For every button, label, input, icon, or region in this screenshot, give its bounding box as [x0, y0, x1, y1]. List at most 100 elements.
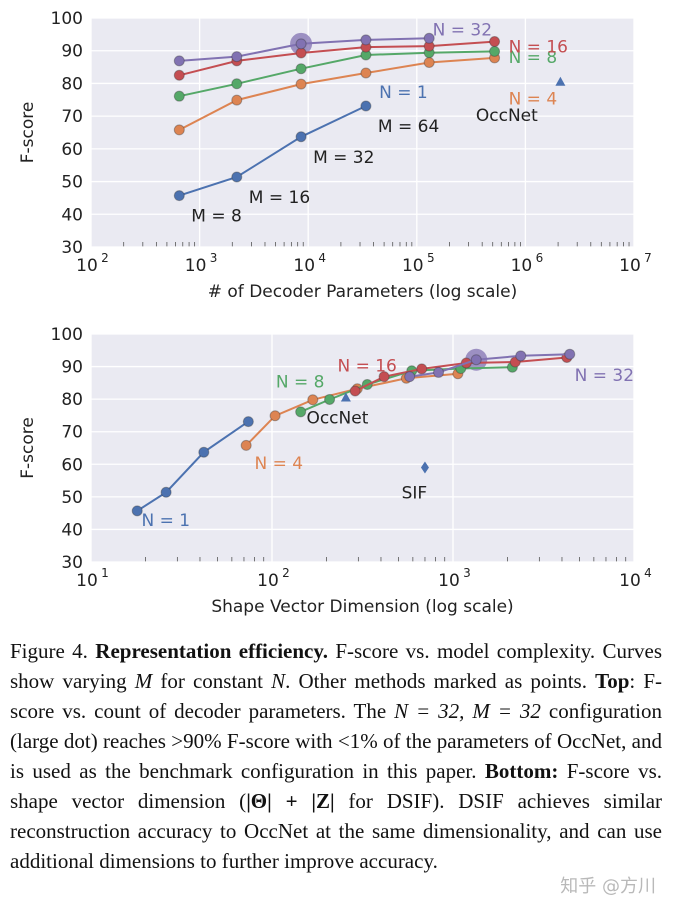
series-label: N = 16: [509, 37, 568, 57]
data-point: [360, 67, 372, 79]
method-point-occnet: [340, 392, 351, 402]
caption-bottom-text: F-score vs. shape vector dimension (: [10, 759, 662, 813]
x-tick-exponent: 3: [210, 251, 218, 265]
x-tick-label: 10: [76, 571, 98, 591]
y-tick-label: 50: [61, 488, 83, 508]
y-tick-label: 100: [51, 325, 83, 345]
data-point: [349, 385, 361, 397]
data-point: [295, 78, 307, 90]
x-tick-exponent: 7: [644, 251, 652, 265]
series-n-32: N = 32: [173, 21, 492, 67]
data-point: [231, 171, 243, 183]
m-value-label: M = 16: [249, 188, 310, 208]
caption-figure-label: Figure 4.: [10, 639, 88, 663]
series-line: [300, 366, 513, 413]
x-tick-label: 10: [257, 571, 279, 591]
data-point: [173, 124, 185, 136]
caption-config-expr: N = 32, M = 32: [394, 699, 541, 723]
data-point: [307, 394, 319, 406]
x-axis-label: # of Decoder Parameters (log scale): [208, 282, 517, 302]
caption-var-m: M: [134, 669, 153, 693]
caption-top-text: : F-score vs. count of decoder parameter…: [10, 669, 663, 723]
y-tick-label: 100: [51, 9, 83, 29]
y-axis-label: F-score: [18, 102, 38, 164]
caption-intro: F-score vs. model complexity. Curves sho…: [10, 639, 663, 693]
data-point: [295, 47, 307, 59]
y-tick-label: 80: [61, 390, 83, 410]
series-n-4: N = 4: [173, 52, 558, 136]
x-tick-exponent: 3: [463, 566, 471, 580]
x-tick-label: 10: [293, 256, 315, 276]
data-point: [131, 505, 143, 517]
data-point: [173, 55, 185, 67]
plot-area: [91, 334, 634, 562]
series-n-8: N = 8: [173, 45, 558, 102]
data-point: [295, 131, 307, 143]
data-point: [242, 416, 254, 428]
data-point: [423, 32, 435, 44]
series-line: [136, 420, 249, 512]
series-label: N = 4: [254, 454, 303, 474]
x-tick-exponent: 5: [427, 251, 435, 265]
x-tick-exponent: 1: [101, 566, 109, 580]
y-tick-label: 30: [61, 238, 83, 258]
x-tick-label: 10: [619, 571, 641, 591]
data-point: [470, 354, 482, 366]
caption-dim-expr: |Θ| + |Z|: [246, 789, 335, 813]
x-tick-label: 10: [402, 256, 424, 276]
method-point-occnet: [555, 76, 566, 86]
y-tick-label: 70: [61, 423, 83, 443]
y-tick-label: 40: [61, 520, 83, 540]
grid-lines: [90, 333, 635, 563]
watermark: 知乎 @方川: [560, 876, 656, 897]
caption-var-n: N: [271, 669, 286, 693]
data-point: [173, 190, 185, 202]
series-label: N = 16: [337, 356, 396, 376]
x-tick-exponent: 4: [318, 251, 326, 265]
method-point-sif: [420, 461, 429, 474]
data-point: [198, 446, 210, 458]
data-point: [515, 350, 527, 362]
y-tick-label: 90: [61, 42, 83, 62]
y-tick-label: 50: [61, 173, 83, 193]
data-point: [433, 366, 445, 378]
series-label: N = 8: [276, 373, 325, 393]
x-tick-label: 10: [619, 256, 641, 276]
data-point: [324, 393, 336, 405]
series-label: N = 32: [575, 366, 634, 386]
data-point: [295, 63, 307, 75]
data-point: [416, 363, 428, 375]
data-point: [240, 439, 252, 451]
data-point: [231, 94, 243, 106]
caption-top-label: Top: [595, 669, 630, 693]
m-value-label: M = 8: [191, 207, 242, 227]
data-point: [564, 348, 576, 360]
y-tick-label: 80: [61, 74, 83, 94]
m-value-label: M = 64: [378, 117, 439, 137]
data-point: [378, 371, 390, 383]
grid-lines: [90, 17, 635, 248]
series-label: N = 4: [509, 90, 558, 110]
series-line: [179, 50, 495, 98]
data-point: [231, 51, 243, 63]
y-tick-label: 90: [61, 358, 83, 378]
series-label: N = 8: [509, 48, 558, 68]
caption-bold-title: Representation efficiency.: [95, 639, 328, 663]
method-label-occnet: OccNet: [476, 106, 538, 126]
data-point: [360, 100, 372, 112]
data-point: [269, 410, 281, 422]
caption-bottom-label: Bottom:: [484, 759, 559, 783]
y-tick-label: 70: [61, 107, 83, 127]
data-point: [160, 486, 172, 498]
data-point: [173, 69, 185, 81]
x-tick-exponent: 6: [536, 251, 544, 265]
series-line: [178, 56, 495, 131]
series-label: N = 32: [433, 21, 492, 41]
method-label-occnet: OccNet: [306, 409, 368, 429]
caption-bottom-tail: for DSIF). DSIF achieves similar reconst…: [10, 789, 663, 873]
y-tick-label: 40: [61, 205, 83, 225]
caption-config-text: configuration (large dot) reaches >90% F…: [10, 699, 663, 783]
series-n-1: N = 1: [173, 83, 428, 202]
